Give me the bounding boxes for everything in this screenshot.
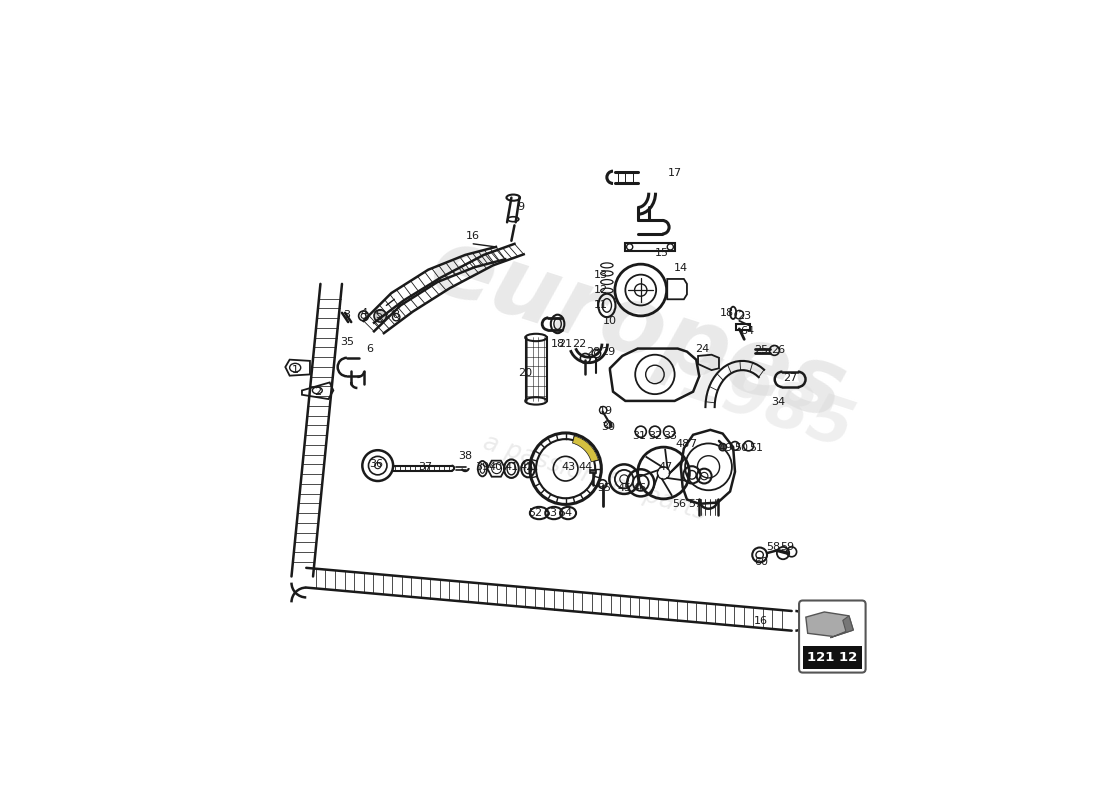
Text: 41: 41 bbox=[504, 462, 518, 472]
Text: 17: 17 bbox=[668, 168, 682, 178]
Text: 11: 11 bbox=[594, 301, 607, 310]
Text: 16: 16 bbox=[466, 231, 481, 241]
Text: 14: 14 bbox=[673, 263, 688, 274]
Text: 18: 18 bbox=[550, 338, 564, 349]
Text: 10: 10 bbox=[603, 316, 617, 326]
Circle shape bbox=[374, 310, 386, 322]
Bar bbox=[803, 646, 862, 669]
Text: 49: 49 bbox=[718, 443, 733, 454]
Text: 23: 23 bbox=[737, 311, 751, 321]
Text: 44: 44 bbox=[579, 462, 593, 472]
Text: 24: 24 bbox=[695, 343, 710, 354]
Text: 58: 58 bbox=[766, 542, 780, 552]
Text: 12: 12 bbox=[594, 285, 608, 295]
Text: 57: 57 bbox=[688, 498, 702, 509]
Text: 50: 50 bbox=[734, 443, 748, 454]
Wedge shape bbox=[572, 436, 598, 462]
Text: 37: 37 bbox=[418, 462, 432, 472]
Text: 13: 13 bbox=[594, 270, 607, 280]
Text: 35: 35 bbox=[340, 338, 354, 347]
Polygon shape bbox=[806, 612, 854, 637]
Circle shape bbox=[719, 443, 726, 451]
Text: 36: 36 bbox=[368, 458, 383, 469]
Text: 48: 48 bbox=[675, 439, 690, 449]
Text: 28: 28 bbox=[586, 346, 601, 357]
Text: 5: 5 bbox=[375, 310, 383, 320]
Text: 54: 54 bbox=[559, 508, 573, 518]
Text: 40: 40 bbox=[488, 462, 503, 472]
Text: 60: 60 bbox=[754, 558, 768, 567]
Text: 42: 42 bbox=[519, 462, 534, 472]
Text: 22: 22 bbox=[572, 338, 586, 349]
Text: 30: 30 bbox=[601, 422, 615, 432]
Text: 64: 64 bbox=[740, 326, 755, 336]
Text: 20: 20 bbox=[518, 368, 532, 378]
Text: 27: 27 bbox=[783, 373, 798, 382]
Text: 46: 46 bbox=[632, 483, 647, 494]
Text: 51: 51 bbox=[749, 443, 763, 454]
Text: 6: 6 bbox=[366, 343, 373, 354]
Text: 2: 2 bbox=[314, 386, 321, 397]
Text: 52: 52 bbox=[528, 508, 542, 518]
Text: 15: 15 bbox=[656, 248, 669, 258]
Text: 8: 8 bbox=[393, 310, 399, 320]
Polygon shape bbox=[830, 616, 854, 638]
Text: a passion for parts: a passion for parts bbox=[480, 430, 710, 526]
Text: 53: 53 bbox=[543, 508, 558, 518]
Text: 31: 31 bbox=[632, 431, 647, 441]
Text: 38: 38 bbox=[458, 451, 472, 462]
Text: 18: 18 bbox=[719, 308, 734, 318]
Text: 34: 34 bbox=[771, 397, 785, 407]
Text: 39: 39 bbox=[475, 462, 490, 472]
Text: 1985: 1985 bbox=[673, 347, 861, 461]
Text: 9: 9 bbox=[517, 202, 525, 212]
Text: 59: 59 bbox=[780, 542, 794, 552]
Bar bbox=[736, 324, 750, 330]
Text: 21: 21 bbox=[559, 338, 573, 349]
Text: 25: 25 bbox=[754, 345, 768, 354]
Text: 32: 32 bbox=[648, 431, 662, 441]
Text: 19: 19 bbox=[598, 406, 613, 416]
Text: 47: 47 bbox=[658, 462, 672, 472]
Text: 45: 45 bbox=[617, 483, 631, 494]
Text: europes: europes bbox=[419, 220, 857, 441]
Text: 16: 16 bbox=[754, 616, 768, 626]
Text: 7: 7 bbox=[690, 439, 696, 449]
Bar bbox=[590, 470, 596, 473]
Text: 4: 4 bbox=[360, 308, 367, 318]
Text: 33: 33 bbox=[663, 431, 678, 441]
FancyBboxPatch shape bbox=[799, 601, 866, 673]
Text: 55: 55 bbox=[597, 483, 611, 494]
Text: 121 12: 121 12 bbox=[807, 651, 858, 664]
Text: 29: 29 bbox=[601, 346, 615, 357]
Text: 3: 3 bbox=[343, 310, 351, 320]
Text: 26: 26 bbox=[771, 345, 785, 354]
Text: 43: 43 bbox=[562, 462, 575, 472]
Text: 56: 56 bbox=[672, 498, 686, 509]
Text: 1: 1 bbox=[293, 365, 299, 375]
